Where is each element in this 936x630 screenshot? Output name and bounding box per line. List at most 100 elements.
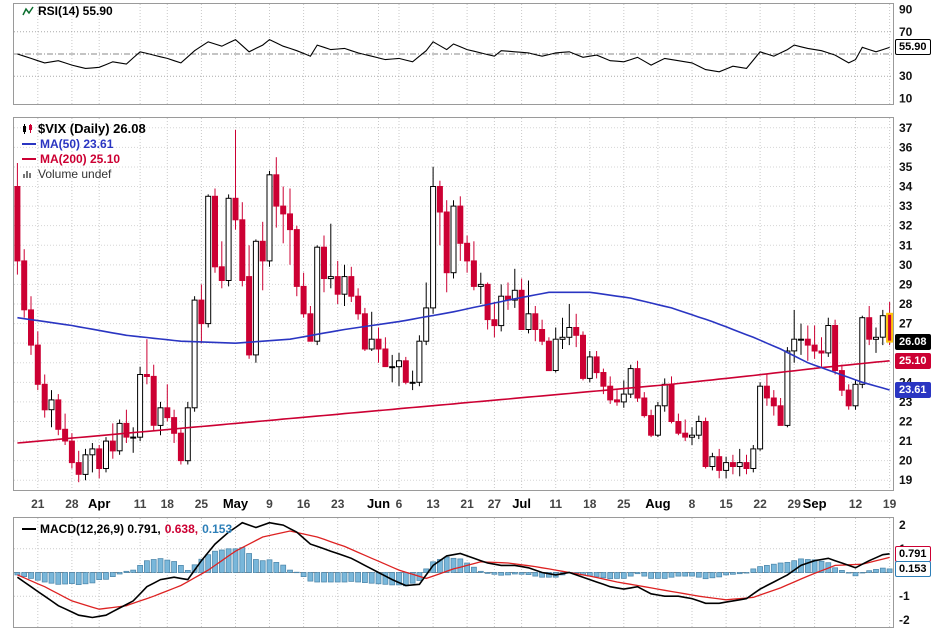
candle-body[interactable] — [341, 276, 348, 295]
candle-body[interactable] — [198, 299, 205, 325]
candle-body[interactable] — [307, 313, 314, 342]
candle-body[interactable] — [321, 246, 327, 279]
candle-body[interactable] — [559, 336, 566, 340]
candle-body[interactable] — [838, 370, 845, 391]
candle-body[interactable] — [205, 195, 212, 325]
candle-body[interactable] — [355, 295, 362, 315]
candle-body[interactable] — [464, 242, 471, 262]
candle-body[interactable] — [743, 462, 750, 470]
candle-body[interactable] — [416, 340, 423, 383]
candle-body[interactable] — [293, 229, 300, 287]
candle-body[interactable] — [879, 315, 886, 338]
candle-body[interactable] — [825, 325, 832, 354]
candle-body[interactable] — [791, 338, 798, 352]
candle-body[interactable] — [396, 360, 402, 368]
selected-candle[interactable] — [886, 312, 894, 343]
candle-body[interactable] — [41, 383, 48, 411]
candle-body[interactable] — [532, 313, 539, 330]
candle-body[interactable] — [709, 456, 716, 468]
candle-body[interactable] — [675, 421, 682, 434]
candle-body[interactable] — [232, 197, 239, 221]
candle-body[interactable] — [246, 276, 253, 356]
candle-body[interactable] — [566, 327, 573, 338]
candle-body[interactable] — [21, 260, 28, 311]
candle-body[interactable] — [89, 448, 96, 456]
candle-body[interactable] — [348, 276, 355, 297]
candle-body[interactable] — [239, 219, 246, 282]
candle-body[interactable] — [552, 338, 559, 372]
candle-body[interactable] — [852, 383, 859, 407]
candle-body[interactable] — [300, 285, 307, 315]
candle-body[interactable] — [62, 428, 69, 442]
candle-body[interactable] — [171, 417, 178, 434]
candle-body[interactable] — [845, 389, 852, 407]
candle-body[interactable] — [832, 325, 839, 371]
candle-body[interactable] — [750, 448, 757, 469]
candle-body[interactable] — [457, 205, 464, 244]
candle-body[interactable] — [382, 348, 389, 368]
candle-body[interactable] — [184, 407, 191, 462]
candle-body[interactable] — [716, 456, 723, 471]
candle-body[interactable] — [157, 407, 164, 426]
candle-body[interactable] — [177, 432, 184, 462]
candle-body[interactable] — [525, 313, 532, 330]
candle-body[interactable] — [763, 385, 770, 399]
candle-body[interactable] — [68, 440, 75, 464]
candle-body[interactable] — [55, 399, 62, 430]
candle-body[interactable] — [620, 393, 627, 403]
candle-body[interactable] — [225, 197, 232, 281]
candle-body[interactable] — [682, 432, 689, 438]
candle-body[interactable] — [96, 448, 103, 469]
candle-body[interactable] — [252, 240, 259, 356]
candle-body[interactable] — [818, 350, 825, 354]
candle-body[interactable] — [470, 260, 477, 287]
candle-body[interactable] — [334, 276, 341, 295]
candle-body[interactable] — [873, 336, 879, 340]
candle-body[interactable] — [586, 356, 593, 379]
candle-body[interactable] — [723, 462, 730, 471]
candle-body[interactable] — [593, 356, 600, 374]
candle-body[interactable] — [34, 344, 41, 385]
candle-body[interactable] — [804, 338, 811, 346]
candle-body[interactable] — [511, 289, 518, 301]
candle-body[interactable] — [75, 462, 82, 475]
candle-body[interactable] — [436, 186, 443, 213]
candle-body[interactable] — [614, 399, 620, 403]
candle-body[interactable] — [48, 399, 55, 411]
candle-body[interactable] — [137, 374, 144, 438]
candle-body[interactable] — [450, 205, 457, 274]
candle-body[interactable] — [212, 195, 218, 268]
candle-body[interactable] — [116, 422, 123, 452]
candle-body[interactable] — [150, 375, 157, 426]
candle-body[interactable] — [389, 366, 396, 369]
candle-body[interactable] — [695, 421, 702, 436]
candle-body[interactable] — [123, 422, 130, 438]
candle-body[interactable] — [668, 383, 675, 422]
candle-body[interactable] — [811, 344, 818, 352]
candle-body[interactable] — [654, 405, 661, 436]
candle-body[interactable] — [477, 283, 484, 287]
candle-body[interactable] — [518, 289, 525, 330]
candle-body[interactable] — [28, 309, 34, 346]
candle-body[interactable] — [539, 329, 546, 342]
candle-body[interactable] — [798, 338, 804, 341]
candle-body[interactable] — [287, 213, 293, 231]
candle-body[interactable] — [109, 440, 116, 452]
candle-body[interactable] — [689, 434, 695, 438]
candle-body[interactable] — [607, 385, 614, 401]
candle-body[interactable] — [259, 240, 266, 262]
candle-body[interactable] — [103, 440, 109, 470]
candle-body[interactable] — [361, 313, 368, 350]
candle-body[interactable] — [280, 205, 287, 215]
candle-body[interactable] — [443, 211, 450, 274]
candle-body[interactable] — [266, 174, 273, 262]
candle-body[interactable] — [777, 405, 784, 426]
candle-body[interactable] — [866, 317, 873, 340]
candle-body[interactable] — [661, 383, 668, 407]
candle-body[interactable] — [491, 319, 498, 327]
candle-body[interactable] — [273, 174, 280, 207]
candle-body[interactable] — [770, 397, 777, 407]
candle-body[interactable] — [573, 327, 580, 336]
candle-body[interactable] — [375, 338, 382, 350]
